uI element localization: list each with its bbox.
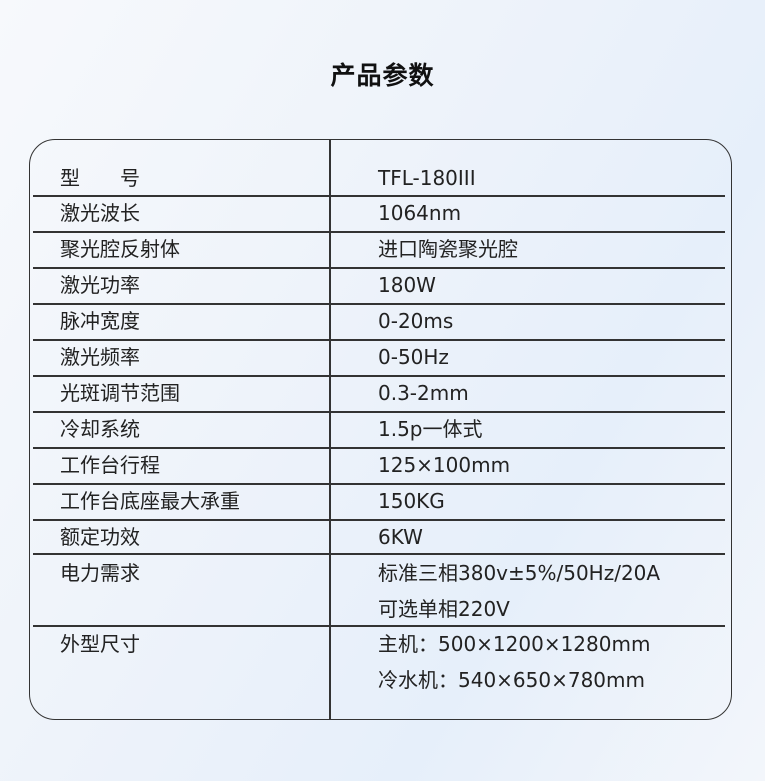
row-divider bbox=[33, 231, 725, 233]
spec-label: 聚光腔反射体 bbox=[60, 237, 180, 261]
row-divider bbox=[33, 303, 725, 305]
row-divider bbox=[33, 411, 725, 413]
spec-value: 1064nm bbox=[378, 201, 462, 225]
row-divider bbox=[33, 375, 725, 377]
spec-value: 0-20ms bbox=[378, 309, 454, 333]
spec-value: 0.3-2mm bbox=[378, 381, 469, 405]
spec-value: 主机：500×1200×1280mm bbox=[378, 632, 651, 656]
spec-label: 电力需求 bbox=[60, 561, 140, 585]
spec-table bbox=[29, 139, 732, 720]
page-title: 产品参数 bbox=[330, 61, 435, 90]
row-divider bbox=[33, 625, 725, 627]
spec-value: 可选单相220V bbox=[378, 597, 510, 621]
spec-label: 激光频率 bbox=[60, 345, 140, 369]
spec-value: 125×100mm bbox=[378, 453, 511, 477]
spec-value: 6KW bbox=[378, 525, 423, 549]
row-divider bbox=[33, 267, 725, 269]
column-divider bbox=[329, 139, 331, 720]
spec-value: 180W bbox=[378, 273, 436, 297]
spec-value: 标准三相380v±5%/50Hz/20A bbox=[378, 561, 661, 585]
row-divider bbox=[33, 195, 725, 197]
spec-label: 光斑调节范围 bbox=[60, 381, 180, 405]
spec-value: 0-50Hz bbox=[378, 345, 449, 369]
row-divider bbox=[33, 339, 725, 341]
spec-value: 1.5p一体式 bbox=[378, 417, 483, 441]
spec-label: 额定功效 bbox=[60, 525, 140, 549]
spec-label: 激光波长 bbox=[60, 201, 140, 225]
row-divider bbox=[33, 483, 725, 485]
spec-label: 冷却系统 bbox=[60, 417, 140, 441]
spec-label: 型 号 bbox=[60, 166, 140, 190]
spec-value: 冷水机：540×650×780mm bbox=[378, 668, 646, 692]
row-divider bbox=[33, 519, 725, 521]
spec-label: 激光功率 bbox=[60, 273, 140, 297]
spec-label: 脉冲宽度 bbox=[60, 309, 140, 333]
row-divider bbox=[33, 447, 725, 449]
spec-value: 进口陶瓷聚光腔 bbox=[378, 237, 518, 261]
spec-label: 工作台底座最大承重 bbox=[60, 489, 240, 513]
spec-label: 外型尺寸 bbox=[60, 632, 140, 656]
spec-value: TFL-180III bbox=[378, 166, 476, 190]
spec-value: 150KG bbox=[378, 489, 445, 513]
row-divider bbox=[33, 553, 725, 555]
spec-label: 工作台行程 bbox=[60, 453, 160, 477]
